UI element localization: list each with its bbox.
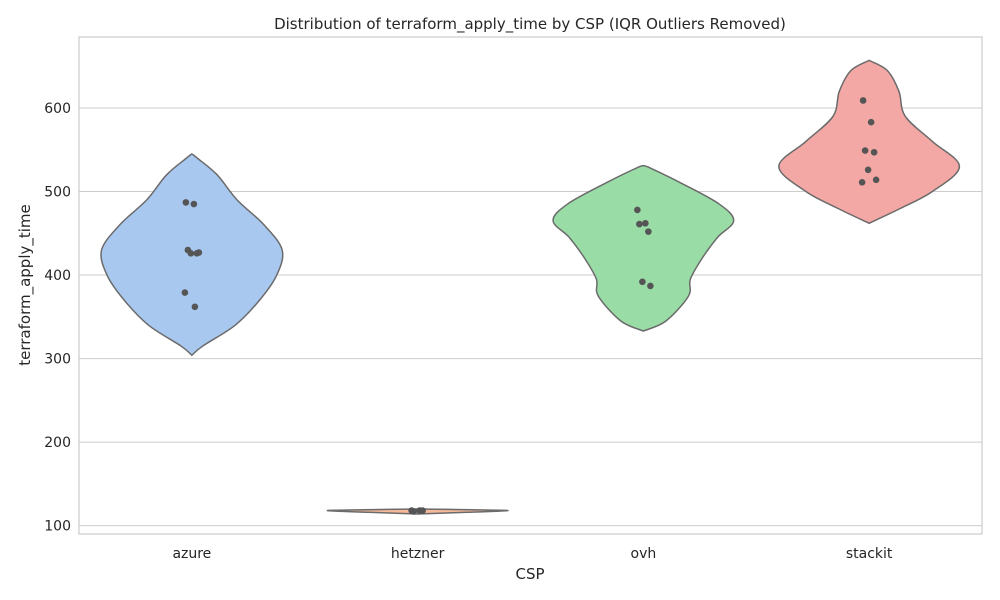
point-ovh-5 — [647, 282, 654, 290]
point-stackit-3 — [870, 148, 878, 156]
point-azure-1 — [190, 200, 198, 208]
y-tick-label-100: 100 — [44, 519, 71, 535]
point-stackit-0 — [859, 97, 867, 104]
violins — [100, 59, 961, 515]
point-ovh-1 — [642, 219, 649, 227]
plot-frame — [78, 36, 983, 535]
point-stackit-2 — [861, 147, 869, 154]
point-stackit-5 — [872, 176, 880, 184]
x-axis-label: CSP — [515, 565, 544, 583]
y-ticks: 100 200 300 400 500 600 — [44, 101, 71, 535]
y-tick-label-600: 600 — [44, 101, 71, 117]
point-ovh-4 — [639, 278, 646, 286]
y-tick-label-300: 300 — [44, 352, 71, 368]
point-ovh-3 — [645, 228, 652, 235]
violin-stackit — [778, 59, 961, 225]
y-tick-label-200: 200 — [44, 435, 71, 451]
y-tick-label-400: 400 — [44, 268, 71, 284]
data-points — [181, 97, 880, 515]
point-ovh-0 — [634, 206, 641, 214]
x-ticks: azure hetzner ovh stackit — [172, 546, 892, 562]
point-ovh-2 — [636, 220, 643, 228]
x-tick-label-azure: azure — [172, 546, 211, 562]
point-azure-0 — [182, 199, 190, 206]
y-tick-label-500: 500 — [44, 185, 71, 201]
point-stackit-1 — [867, 118, 875, 126]
point-azure-6 — [181, 289, 189, 296]
point-stackit-4 — [864, 166, 872, 174]
point-hetzner-3 — [419, 507, 426, 514]
violin-ovh — [552, 164, 735, 332]
x-tick-label-ovh: ovh — [631, 546, 657, 562]
x-tick-label-hetzner: hetzner — [391, 546, 445, 562]
point-hetzner-2 — [410, 508, 417, 515]
x-tick-label-stackit: stackit — [846, 546, 893, 562]
chart-title: Distribution of terraform_apply_time by … — [274, 15, 786, 34]
y-axis-label: terraform_apply_time — [16, 204, 35, 366]
point-azure-7 — [191, 303, 199, 311]
point-azure-5 — [195, 249, 203, 256]
point-stackit-6 — [858, 179, 866, 186]
point-azure-4 — [187, 250, 195, 257]
